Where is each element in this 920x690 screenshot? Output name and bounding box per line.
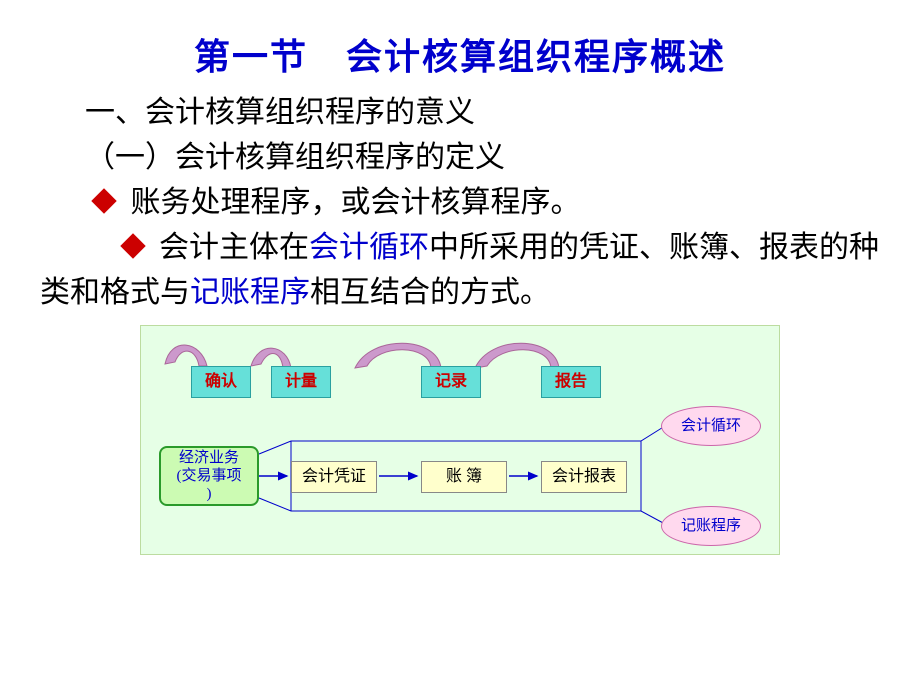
econ-l1: 经济业务 (179, 450, 239, 466)
bullet-2-blue1: 会计循环 (309, 231, 429, 264)
slide-title: 第一节 会计核算组织程序概述 (0, 0, 920, 80)
top-box-measure: 计量 (271, 366, 331, 398)
mid-box-voucher: 会计凭证 (291, 461, 377, 493)
swirl-arrows (165, 343, 559, 368)
mid-box-ledger: 账 簿 (421, 461, 507, 493)
body-text: 一、会计核算组织程序的意义 （一）会计核算组织程序的定义 账务处理程序，或会计核… (0, 80, 920, 315)
top-box-confirm: 确认 (191, 366, 251, 398)
mid-box-report: 会计报表 (541, 461, 627, 493)
diamond-icon (120, 233, 145, 258)
ellipse-cycle: 会计循环 (661, 406, 761, 446)
bullet-1-text: 账务处理程序，或会计核算程序。 (131, 186, 581, 219)
econ-l3: ) (207, 486, 212, 502)
heading-1: 一、会计核算组织程序的意义 (40, 90, 880, 135)
bullet-2-lead: 会计主体在 (159, 231, 309, 264)
top-box-record: 记录 (421, 366, 481, 398)
bullet-2: 会计主体在会计循环中所采用的凭证、账簿、报表的种类和格式与记账程序相互结合的方式… (40, 225, 880, 315)
bullet-2-tail: 相互结合的方式。 (310, 276, 550, 309)
heading-2: （一）会计核算组织程序的定义 (40, 135, 880, 180)
diamond-icon (91, 188, 116, 213)
econ-l2: (交易事项 (177, 468, 242, 484)
bullet-2-blue2: 记账程序 (190, 276, 310, 309)
diagram: 确认 计量 记录 报告 经济业务 (交易事项 ) 会计凭证 账 簿 会计报表 会… (140, 325, 780, 555)
bullet-1: 账务处理程序，或会计核算程序。 (40, 180, 880, 225)
ellipse-bookkeeping: 记账程序 (661, 506, 761, 546)
econ-box: 经济业务 (交易事项 ) (159, 446, 259, 506)
top-box-report: 报告 (541, 366, 601, 398)
